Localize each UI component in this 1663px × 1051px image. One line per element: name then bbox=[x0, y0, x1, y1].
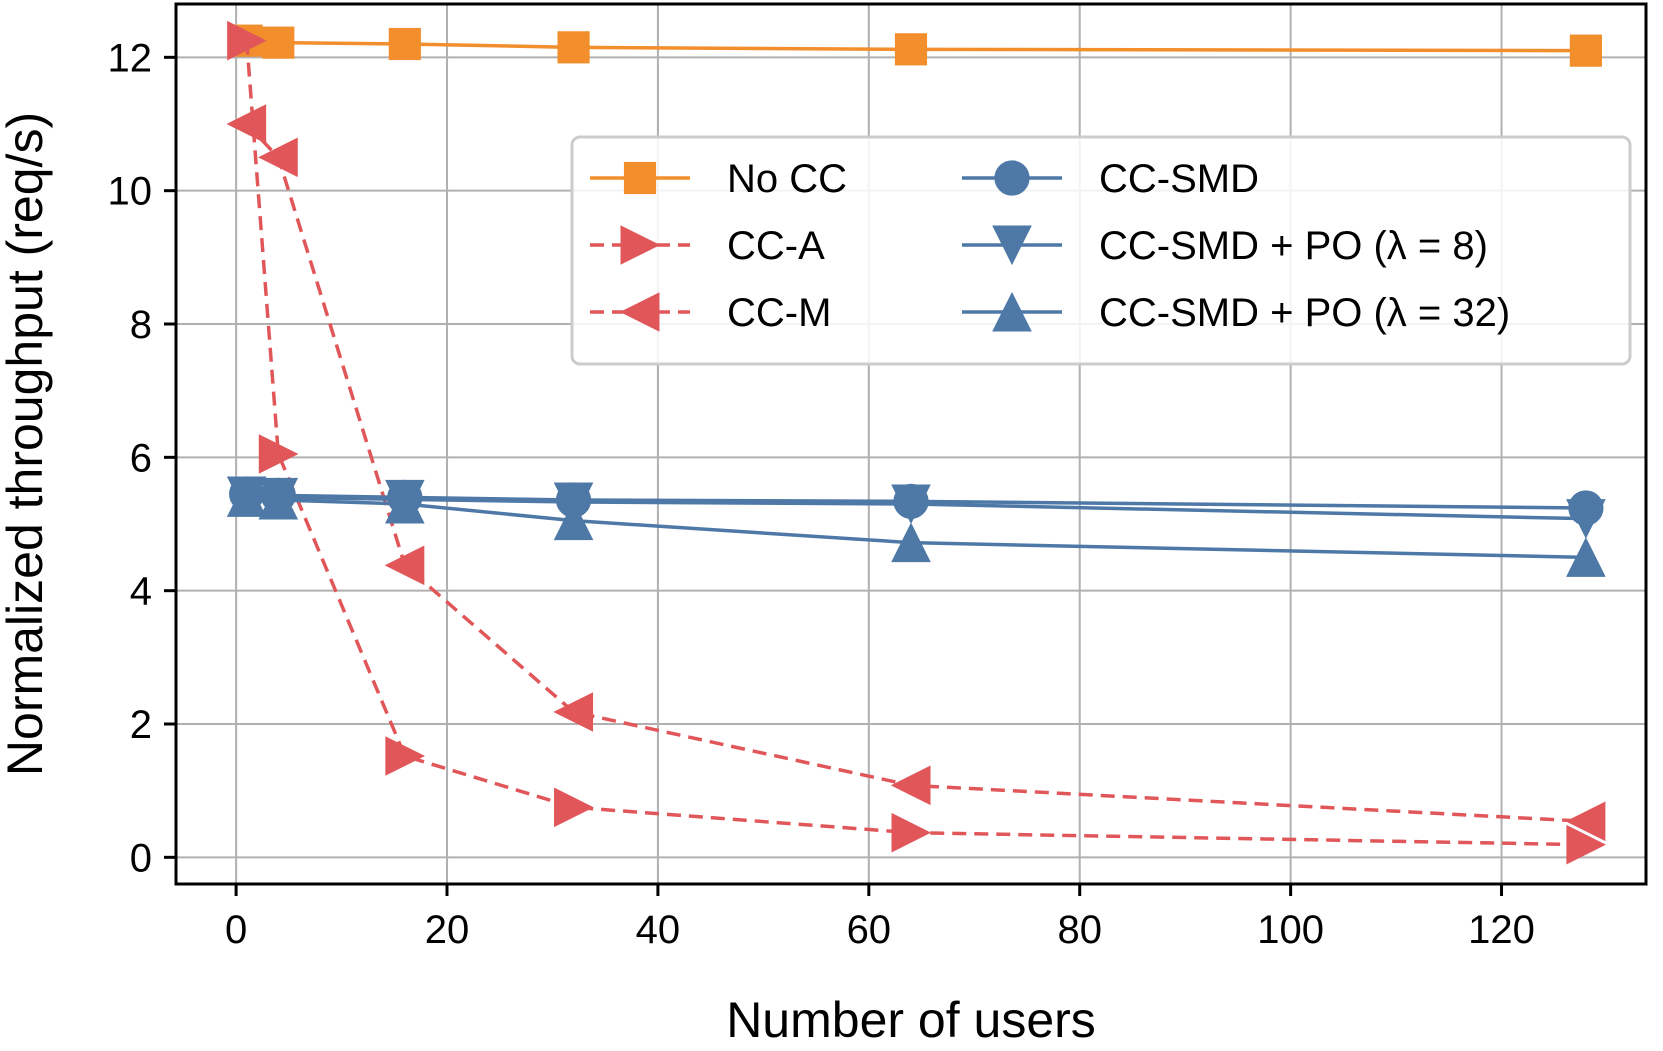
legend-item: CC-A bbox=[590, 224, 825, 268]
data-point bbox=[258, 434, 299, 474]
legend-marker bbox=[992, 291, 1032, 332]
x-tick-label: 60 bbox=[847, 908, 892, 952]
data-point bbox=[226, 104, 267, 144]
series-line bbox=[245, 122, 1586, 824]
legend-marker bbox=[619, 292, 660, 332]
data-point bbox=[1566, 499, 1606, 539]
legend-marker bbox=[623, 161, 657, 195]
data-point bbox=[262, 26, 295, 59]
data-point bbox=[384, 545, 425, 586]
series-0 bbox=[230, 24, 1602, 67]
legend-label: No CC bbox=[727, 157, 847, 201]
data-point bbox=[553, 500, 594, 541]
data-point bbox=[890, 765, 931, 806]
data-point bbox=[891, 522, 931, 563]
axis-ticks: 0 20 40 60 80 100 120 0 2 4 6 8 10 12 bbox=[108, 36, 1535, 952]
x-tick-label: 100 bbox=[1257, 908, 1324, 952]
data-point bbox=[258, 137, 298, 178]
data-point bbox=[891, 484, 931, 525]
legend-item: CC-SMD + PO (λ = 8) bbox=[962, 224, 1488, 268]
x-tick-label: 20 bbox=[425, 908, 470, 952]
series-1 bbox=[227, 20, 1607, 865]
data-point bbox=[557, 31, 590, 64]
y-tick-label: 6 bbox=[130, 436, 152, 480]
data-point bbox=[894, 33, 928, 66]
x-tick-label: 40 bbox=[636, 908, 681, 952]
y-tick-label: 4 bbox=[130, 570, 152, 614]
y-tick-label: 10 bbox=[108, 170, 153, 214]
data-point bbox=[553, 692, 594, 732]
y-tick-label: 12 bbox=[108, 36, 153, 80]
legend-label: CC-M bbox=[727, 291, 831, 335]
legend-marker bbox=[994, 160, 1030, 196]
y-tick-label: 2 bbox=[130, 703, 152, 747]
data-point bbox=[226, 477, 267, 517]
data-point bbox=[388, 27, 421, 61]
data-point bbox=[385, 736, 425, 776]
legend-item: No CC bbox=[590, 157, 847, 201]
data-point bbox=[1566, 824, 1607, 865]
legend-label: CC-A bbox=[727, 224, 825, 268]
data-point bbox=[1569, 34, 1602, 67]
legend-label: CC-SMD + PO (λ = 8) bbox=[1099, 224, 1488, 268]
y-tick-label: 8 bbox=[130, 303, 152, 347]
data-point bbox=[1565, 801, 1606, 842]
x-axis-label: Number of users bbox=[726, 992, 1096, 1048]
x-tick-label: 80 bbox=[1057, 908, 1102, 952]
data-point bbox=[554, 787, 594, 828]
legend-label: CC-SMD bbox=[1099, 157, 1259, 201]
plot-frame bbox=[174, 2, 1648, 886]
series-line bbox=[244, 40, 1586, 847]
legend: No CC CC-A CC-M CC-SMD CC-SMD + PO (λ = 8) CC… bbox=[570, 135, 1632, 366]
legend-item: CC-SMD bbox=[962, 157, 1259, 201]
series-layer bbox=[226, 20, 1607, 865]
data-point bbox=[891, 812, 932, 853]
series-5 bbox=[226, 477, 1606, 577]
legend-label: CC-SMD + PO (λ = 32) bbox=[1099, 291, 1510, 335]
legend-item: CC-SMD + PO (λ = 32) bbox=[962, 291, 1510, 335]
y-tick-label: 0 bbox=[130, 836, 152, 880]
data-point bbox=[385, 483, 425, 524]
data-point bbox=[1566, 537, 1606, 577]
legend-item: CC-M bbox=[590, 291, 831, 335]
legend-marker bbox=[620, 225, 661, 265]
x-tick-label: 120 bbox=[1468, 908, 1535, 952]
data-point bbox=[227, 20, 267, 61]
series-2 bbox=[226, 104, 1606, 842]
x-tick-label: 0 bbox=[225, 908, 247, 952]
y-axis-label: Normalized throughput (req/s) bbox=[0, 112, 53, 776]
legend-box bbox=[570, 135, 1632, 366]
legend-marker bbox=[992, 225, 1032, 266]
data-point bbox=[258, 479, 299, 520]
